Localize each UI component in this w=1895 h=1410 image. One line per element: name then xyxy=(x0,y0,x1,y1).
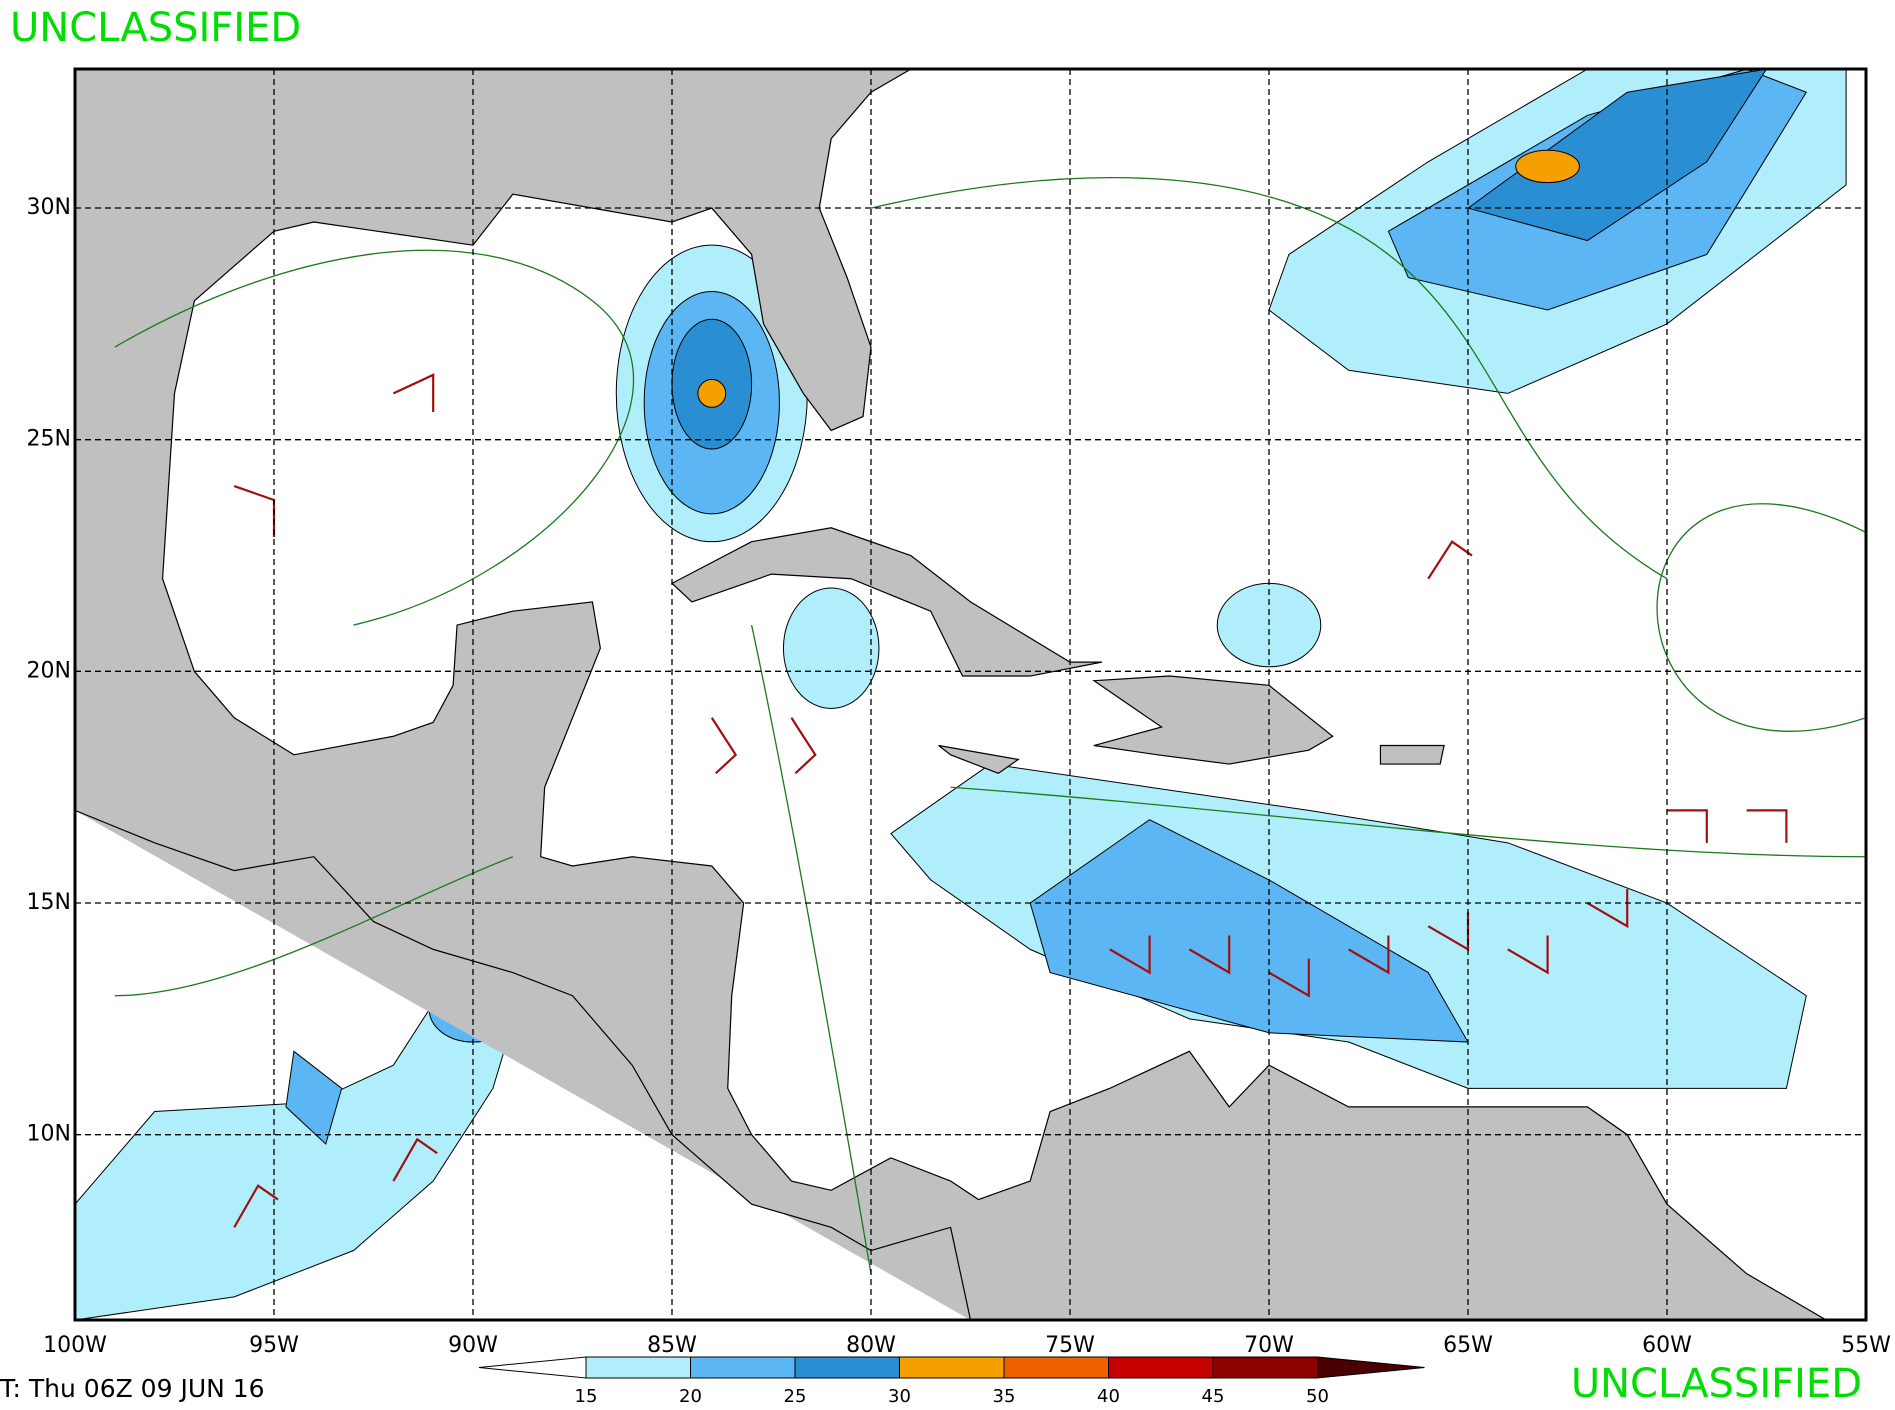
colorbar-swatch xyxy=(899,1356,1005,1379)
x-tick-label: 100W xyxy=(43,1333,107,1358)
colorbar-swatch xyxy=(794,1356,900,1379)
colorbar: 15 20 25 30 35 40 45 50 xyxy=(478,1356,1425,1407)
isotach-30 xyxy=(698,380,726,408)
puerto-rico xyxy=(1380,746,1444,765)
x-tick-label: 90W xyxy=(448,1333,498,1358)
streamline xyxy=(951,787,1866,856)
x-tick-label: 65W xyxy=(1443,1333,1493,1358)
y-tick-label: 15N xyxy=(27,890,71,915)
colorbar-label: 50 xyxy=(1306,1386,1329,1407)
y-tick-label: 30N xyxy=(27,195,71,220)
cuba xyxy=(672,528,1102,676)
x-tick-label: 55W xyxy=(1841,1333,1891,1358)
x-tick-label: 60W xyxy=(1642,1333,1692,1358)
colorbar-under xyxy=(478,1356,587,1379)
isotach-20 xyxy=(1030,820,1468,1042)
isotach-30 xyxy=(1516,150,1580,182)
x-tick-label: 85W xyxy=(647,1333,697,1358)
y-tick-label: 20N xyxy=(27,658,71,683)
grid xyxy=(75,69,1866,1320)
streamline xyxy=(115,857,513,996)
colorbar-label: 30 xyxy=(888,1386,911,1407)
colorbar-label: 35 xyxy=(993,1386,1016,1407)
colorbar-label: 25 xyxy=(784,1386,807,1407)
isotach-15 xyxy=(783,588,879,708)
colorbar-swatch xyxy=(585,1356,691,1379)
x-tick-label: 80W xyxy=(846,1333,896,1358)
streamline xyxy=(115,250,634,625)
colorbar-swatch xyxy=(1212,1356,1318,1379)
jamaica xyxy=(939,746,1019,774)
classification-footer: UNCLASSIFIED xyxy=(1571,1361,1862,1407)
valid-time: T: Thu 06Z 09 JUN 16 xyxy=(0,1374,265,1403)
colorbar-swatch xyxy=(1003,1356,1109,1379)
colorbar-swatch xyxy=(1108,1356,1214,1379)
map-frame xyxy=(73,67,1868,1322)
colorbar-label: 45 xyxy=(1202,1386,1225,1407)
streamline xyxy=(871,178,1667,579)
colorbar-label: 40 xyxy=(1097,1386,1120,1407)
map-area xyxy=(75,69,1866,1320)
colorbar-swatch xyxy=(690,1356,796,1379)
colorbar-over xyxy=(1317,1356,1425,1379)
isotach-25 xyxy=(1468,69,1767,240)
y-tick-label: 25N xyxy=(27,427,71,452)
y-tick-label: 10N xyxy=(27,1122,71,1147)
x-tick-label: 70W xyxy=(1244,1333,1294,1358)
hispaniola xyxy=(1094,676,1333,764)
streamline xyxy=(752,625,871,1274)
x-tick-label: 95W xyxy=(249,1333,299,1358)
classification-header: UNCLASSIFIED xyxy=(10,5,301,51)
map-layers xyxy=(75,69,1866,1320)
streamline xyxy=(1657,504,1866,732)
x-tick-label: 75W xyxy=(1045,1333,1095,1358)
coastline xyxy=(75,810,971,1320)
isotach-20 xyxy=(286,1051,342,1144)
colorbar-label: 15 xyxy=(575,1386,598,1407)
colorbar-label: 20 xyxy=(679,1386,702,1407)
